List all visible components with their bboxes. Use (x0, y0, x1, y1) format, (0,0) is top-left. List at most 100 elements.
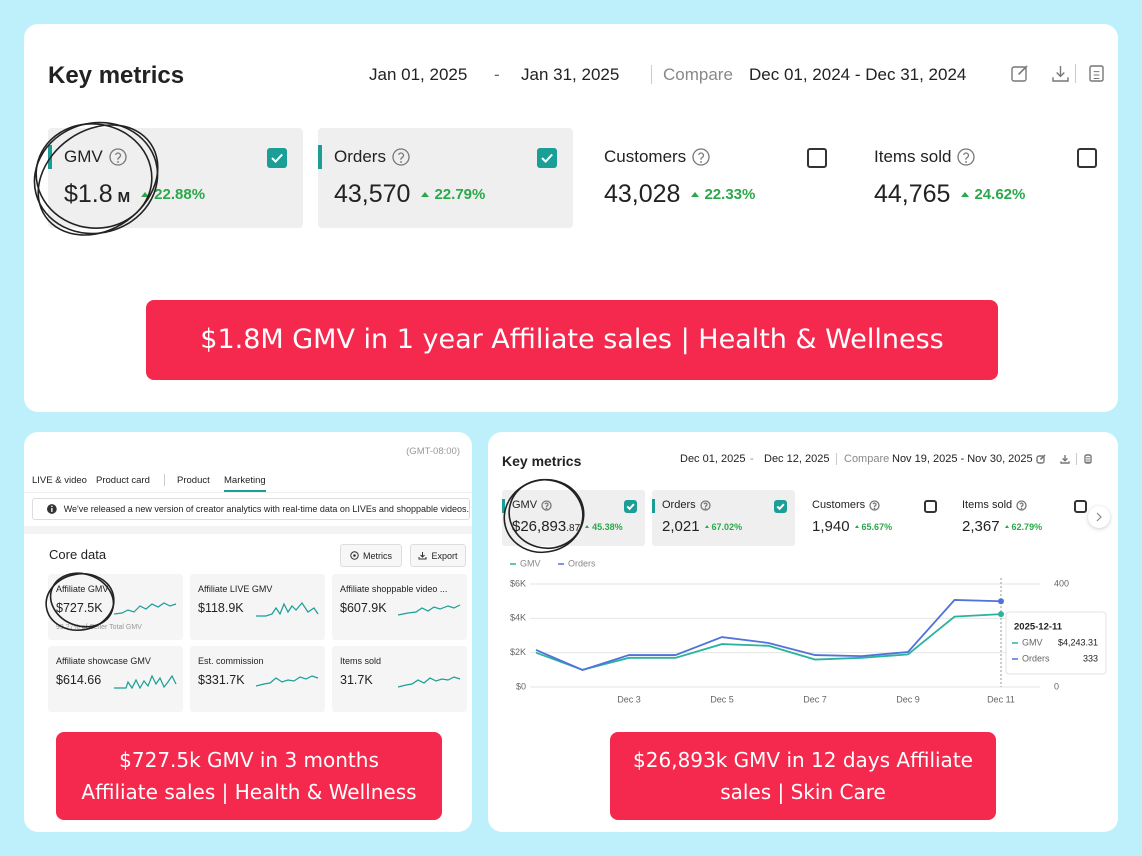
checkbox[interactable] (267, 148, 287, 168)
divider (651, 65, 652, 84)
button[interactable]: Metrics (340, 544, 402, 567)
edit-icon[interactable] (1010, 64, 1029, 83)
metric-label: Customers (604, 147, 687, 166)
compare-label: Compare (844, 453, 890, 465)
metric-value: 2,021 (662, 518, 700, 535)
divider (1075, 64, 1076, 83)
change-wrap: 24.62% (961, 186, 1025, 203)
value-row: 2,367 62.79% (962, 518, 1042, 535)
tooltip-box (1005, 611, 1107, 675)
divider (164, 474, 165, 486)
date-sep: - (494, 65, 500, 84)
checkbox[interactable] (537, 148, 557, 168)
metric-card[interactable]: Items sold 2,367 62.79% (952, 490, 1095, 546)
help-icon (392, 148, 410, 166)
date-end: Dec 12, 2025 (764, 453, 830, 465)
label-row: Items sold (874, 147, 976, 167)
label-row: Customers (604, 147, 710, 167)
up-arrow (421, 192, 430, 197)
sparkline (398, 604, 461, 616)
sparkline (256, 675, 319, 687)
compare-range: Nov 19, 2025 - Nov 30, 2025 (892, 453, 1033, 465)
data-card[interactable]: Affiliate GMV $727.5K 99.27% of Seller Tot… (48, 574, 183, 640)
tooltip: 2025-12-11 GMV $4,243.31 Orders 333 (1005, 611, 1107, 675)
data-card[interactable]: Est. commission $331.7K (190, 646, 325, 712)
label-row: Customers (812, 499, 880, 511)
metric-card[interactable]: Customers 1,940 65.67% (802, 490, 945, 546)
download-icon[interactable] (1059, 453, 1071, 465)
up-arrow (691, 192, 700, 197)
compare-label: Compare (663, 65, 733, 84)
card-value: $727.5K (56, 601, 103, 615)
metric-change: 22.79% (434, 186, 486, 203)
title: Key metrics (502, 453, 582, 469)
data-card[interactable]: Items sold 31.7K (332, 646, 467, 712)
data-card[interactable]: Affiliate shoppable video ... $607.9K (332, 574, 467, 640)
next-button[interactable] (1088, 506, 1110, 528)
tab[interactable]: Marketing (224, 475, 266, 492)
accent-bar (48, 145, 52, 169)
button-label: Metrics (363, 550, 392, 561)
banner: $1.8M GMV in 1 year Affiliate sales | He… (146, 300, 998, 380)
help-icon (957, 148, 976, 166)
legend-label: GMV (520, 558, 541, 568)
metric-card[interactable]: Items sold 44,765 24.62% (858, 128, 1113, 228)
chevron-icon (1096, 512, 1102, 522)
banner-line: sales | Skin Care (720, 780, 886, 804)
edit-icon[interactable] (1035, 453, 1047, 465)
tab[interactable]: Product (177, 475, 210, 486)
checkbox[interactable] (1077, 148, 1097, 168)
tooltip-name: Orders (1022, 653, 1050, 663)
separator (24, 526, 472, 534)
card-label: Affiliate showcase GMV (56, 656, 151, 666)
divider (836, 453, 837, 465)
card-note: 99.27% of Seller Total GMV (56, 624, 142, 631)
card-label: Items sold (340, 656, 382, 666)
tab[interactable]: Product card (96, 475, 150, 486)
tooltip-value: $4,243.31 (1058, 637, 1098, 647)
metric-value: 43,028 (604, 180, 681, 208)
metric-card[interactable]: Orders 43,570 22.79% (318, 128, 573, 228)
value-row: 43,570 22.79% (334, 180, 485, 209)
metric-label: Orders (662, 499, 696, 511)
tab[interactable]: LIVE & video (32, 475, 87, 486)
compare-range: Dec 01, 2024 - Dec 31, 2024 (749, 65, 967, 84)
checkbox[interactable] (774, 500, 787, 513)
series-line (535, 613, 1002, 671)
metric-card[interactable]: Customers 43,028 22.33% (588, 128, 843, 228)
report-icon[interactable] (1082, 453, 1094, 465)
up-arrow (1004, 525, 1009, 528)
y-tick-label: $4K (510, 613, 526, 623)
button[interactable]: Export (410, 544, 466, 567)
notice-text: We've released a new version of creator … (63, 504, 469, 514)
x-tick-label: Dec 9 (896, 694, 920, 704)
checkbox[interactable] (807, 148, 827, 168)
change-wrap: 45.38% (585, 522, 623, 532)
metric-card[interactable]: Orders 2,021 67.02% (652, 490, 795, 546)
metric-card[interactable]: GMV $1.8 M 22.88% (48, 128, 303, 228)
label-row: GMV (64, 147, 127, 167)
checkbox[interactable] (924, 500, 937, 513)
x-tick-label: Dec 5 (710, 694, 734, 704)
metric-change: 22.88% (154, 186, 206, 203)
report-icon[interactable] (1087, 64, 1106, 83)
line-chart: $0 $2K $4K $6K 0 400 Dec 3 Dec 5 Dec 7 Dec 9 Dec 1… (510, 558, 1107, 704)
label-row: Orders (662, 499, 711, 511)
x-tick-label: Dec 3 (617, 694, 641, 704)
checkbox[interactable] (1074, 500, 1087, 513)
value-row: 44,765 24.62% (874, 180, 1025, 209)
check-icon (271, 153, 283, 164)
card-label: Affiliate shoppable video ... (340, 584, 448, 594)
card-value: 31.7K (340, 673, 373, 687)
date-sep: - (750, 453, 754, 465)
sparkline (114, 602, 177, 615)
banner-line: Affiliate sales | Health & Wellness (81, 780, 417, 804)
data-card[interactable]: Affiliate showcase GMV $614.66 (48, 646, 183, 712)
button-label: Export (431, 550, 458, 561)
data-card[interactable]: Affiliate LIVE GMV $118.9K (190, 574, 325, 640)
metric-change: 65.67% (861, 521, 893, 532)
checkbox[interactable] (624, 500, 637, 513)
download-icon[interactable] (1051, 64, 1070, 83)
change-wrap: 67.02% (704, 522, 742, 532)
section-title: Core data (49, 547, 107, 562)
